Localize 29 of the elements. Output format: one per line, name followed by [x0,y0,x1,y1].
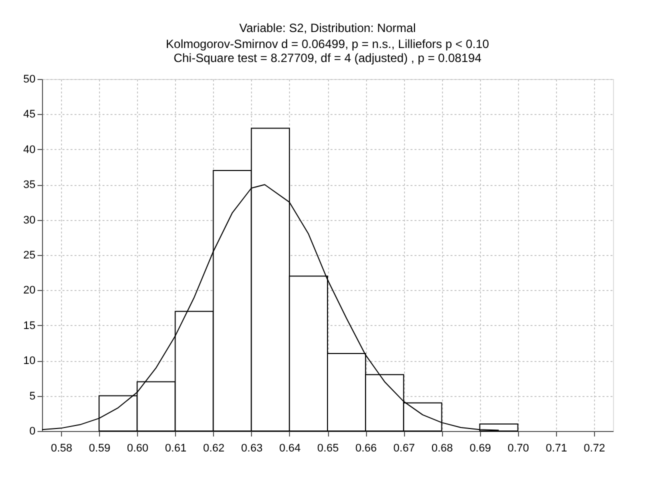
y-tick-label: 5 [29,390,36,402]
y-tick-label: 35 [23,179,36,192]
y-tick-label: 25 [23,250,36,262]
x-tick-label: 0.68 [431,442,453,454]
text: Chi-Square test = 8.27709, df = 4 (adjusted) , p = 0.08194 [174,51,482,65]
x-tick-label: 0.64 [279,442,301,454]
y-tick-label: 50 [23,74,36,86]
x-tick-label: 0.60 [126,442,148,454]
x-tick-label: 0.62 [203,442,225,454]
x-tick-label: 0.59 [88,442,110,454]
y-tick-label: 20 [23,284,36,297]
y-tick-label: 40 [23,144,36,156]
x-tick-label: 0.66 [355,442,377,454]
y-tick-label: 10 [23,355,36,368]
y-tick-label: 0 [29,426,36,438]
x-tick-label: 0.63 [241,442,263,454]
chart-title: Variable: S2, Distribution: Normal [239,21,416,35]
x-tick-label: 0.65 [317,442,339,454]
x-tick-label: 0.69 [470,442,491,454]
y-tick-label: 15 [23,320,36,332]
y-tick-label: 45 [23,108,36,121]
x-tick-label: 0.67 [393,442,415,454]
x-tick-label: 0.71 [546,442,568,454]
x-tick-label: 0.61 [165,442,186,454]
x-tick-label: 0.58 [50,442,72,454]
x-tick-label: 0.70 [508,442,530,454]
y-tick-label: 30 [23,214,36,226]
chart-subtitle: Kolmogorov-Smirnov d = 0.06499, p = n.s., Lilliefors p < 0.10 [166,37,490,51]
x-tick-label: 0.72 [584,442,606,454]
